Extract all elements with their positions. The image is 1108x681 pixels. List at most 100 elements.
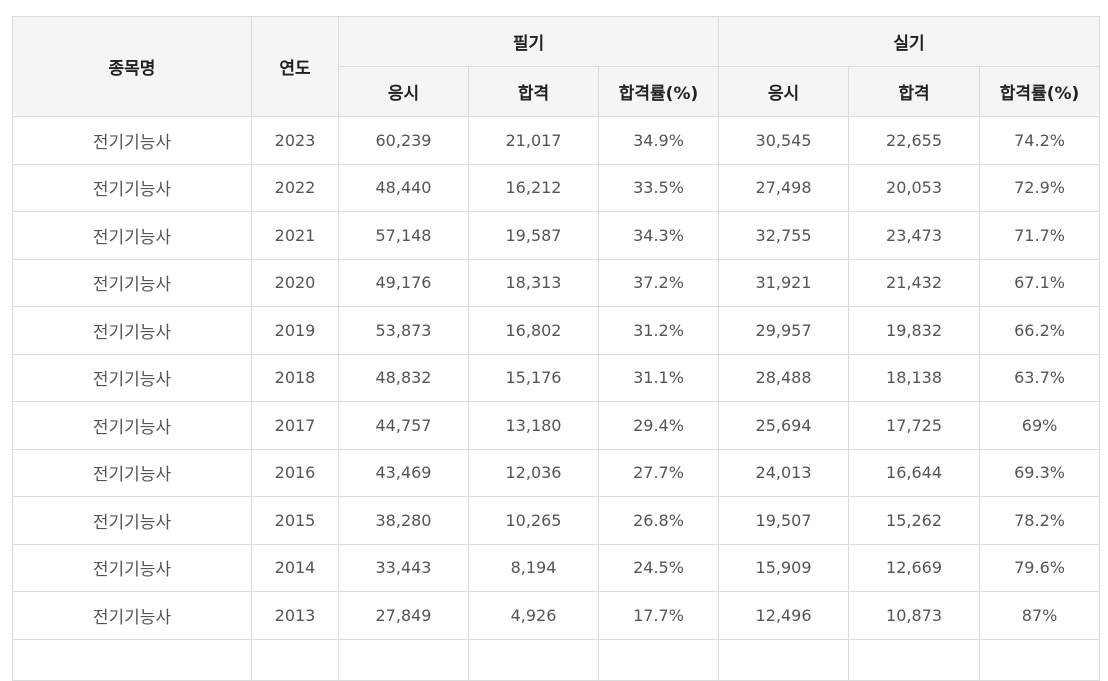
cell-empty [718, 638, 850, 681]
cell-practical-applicants: 29,957 [718, 306, 850, 355]
cell-practical-pass-rate: 63.7% [979, 353, 1101, 402]
cell-practical-passed: 20,053 [848, 163, 981, 212]
cell-name: 전기기능사 [12, 353, 252, 402]
cell-year: 2014 [251, 543, 339, 592]
cell-written-applicants: 43,469 [338, 448, 469, 497]
cell-practical-pass-rate: 67.1% [979, 258, 1101, 307]
header-practical-passed: 합격 [848, 66, 981, 117]
cell-practical-pass-rate: 72.9% [979, 163, 1101, 212]
cell-written-pass-rate: 24.5% [597, 543, 720, 592]
table-body: 전기기능사 2023 60,239 21,017 34.9% 30,545 22,655 74… [12, 116, 1101, 681]
cell-year: 2019 [251, 306, 339, 355]
cell-practical-pass-rate: 69.3% [979, 448, 1101, 497]
cell-written-pass-rate: 26.8% [597, 496, 720, 545]
cell-written-passed: 10,265 [468, 496, 599, 545]
cell-name: 전기기능사 [12, 496, 252, 545]
cell-written-passed: 16,802 [468, 306, 599, 355]
cell-written-applicants: 33,443 [338, 543, 469, 592]
cell-written-pass-rate: 37.2% [597, 258, 720, 307]
table-row: 전기기능사 2019 53,873 16,802 31.2% 29,957 19,832 66… [12, 306, 1101, 355]
cell-practical-applicants: 15,909 [718, 543, 850, 592]
cell-practical-passed: 23,473 [848, 211, 981, 260]
cell-practical-passed: 17,725 [848, 401, 981, 450]
cell-written-passed: 16,212 [468, 163, 599, 212]
cell-name: 전기기능사 [12, 306, 252, 355]
cell-name: 전기기능사 [12, 448, 252, 497]
cell-empty [12, 638, 252, 681]
cell-written-passed: 8,194 [468, 543, 599, 592]
cell-written-passed: 21,017 [468, 116, 599, 165]
cell-practical-applicants: 28,488 [718, 353, 850, 402]
cell-practical-applicants: 31,921 [718, 258, 850, 307]
cell-year: 2022 [251, 163, 339, 212]
cell-empty [251, 638, 339, 681]
cell-written-pass-rate: 31.1% [597, 353, 720, 402]
table-row: 전기기능사 2023 60,239 21,017 34.9% 30,545 22,655 74… [12, 116, 1101, 165]
cell-name: 전기기능사 [12, 116, 252, 165]
cell-written-applicants: 49,176 [338, 258, 469, 307]
table-row: 전기기능사 2014 33,443 8,194 24.5% 15,909 12,669 79.… [12, 543, 1101, 592]
cell-written-passed: 18,313 [468, 258, 599, 307]
cell-year: 2016 [251, 448, 339, 497]
cell-written-applicants: 27,849 [338, 591, 469, 640]
table-row-partial [12, 638, 1101, 681]
table-row: 전기기능사 2013 27,849 4,926 17.7% 12,496 10,873 87% [12, 591, 1101, 640]
cell-written-applicants: 57,148 [338, 211, 469, 260]
cell-empty [468, 638, 599, 681]
table-row: 전기기능사 2017 44,757 13,180 29.4% 25,694 17,725 69… [12, 401, 1101, 450]
table-row: 전기기능사 2021 57,148 19,587 34.3% 32,755 23,473 71… [12, 211, 1101, 260]
table-row: 전기기능사 2020 49,176 18,313 37.2% 31,921 21,432 67… [12, 258, 1101, 307]
cell-written-passed: 19,587 [468, 211, 599, 260]
cell-written-pass-rate: 27.7% [597, 448, 720, 497]
cell-practical-passed: 10,873 [848, 591, 981, 640]
cell-written-pass-rate: 34.3% [597, 211, 720, 260]
cell-practical-applicants: 24,013 [718, 448, 850, 497]
cell-practical-passed: 19,832 [848, 306, 981, 355]
cell-practical-applicants: 12,496 [718, 591, 850, 640]
table-header: 종목명 연도 필기 실기 응시 합격 합격률(%) 응시 합격 합격률(%) [12, 16, 1101, 117]
cell-practical-applicants: 32,755 [718, 211, 850, 260]
cell-year: 2017 [251, 401, 339, 450]
cell-practical-applicants: 30,545 [718, 116, 850, 165]
cell-practical-applicants: 19,507 [718, 496, 850, 545]
cell-practical-passed: 16,644 [848, 448, 981, 497]
cell-name: 전기기능사 [12, 591, 252, 640]
cell-name: 전기기능사 [12, 543, 252, 592]
cell-written-passed: 13,180 [468, 401, 599, 450]
cell-year: 2018 [251, 353, 339, 402]
cell-written-applicants: 60,239 [338, 116, 469, 165]
cell-written-pass-rate: 17.7% [597, 591, 720, 640]
header-practical: 실기 [718, 16, 1101, 67]
header-year: 연도 [251, 16, 339, 117]
header-practical-pass-rate: 합격률(%) [979, 66, 1101, 117]
cell-written-applicants: 44,757 [338, 401, 469, 450]
table-row: 전기기능사 2018 48,832 15,176 31.1% 28,488 18,138 63… [12, 353, 1101, 402]
cell-empty [848, 638, 981, 681]
cell-year: 2023 [251, 116, 339, 165]
cell-name: 전기기능사 [12, 401, 252, 450]
cell-practical-pass-rate: 66.2% [979, 306, 1101, 355]
cell-practical-passed: 18,138 [848, 353, 981, 402]
cell-practical-passed: 12,669 [848, 543, 981, 592]
cell-written-pass-rate: 34.9% [597, 116, 720, 165]
cell-year: 2013 [251, 591, 339, 640]
cell-written-passed: 12,036 [468, 448, 599, 497]
cell-written-applicants: 53,873 [338, 306, 469, 355]
header-written: 필기 [337, 16, 720, 67]
cell-year: 2021 [251, 211, 339, 260]
header-practical-applicants: 응시 [718, 66, 850, 117]
cell-empty [979, 638, 1101, 681]
header-row-sub: 응시 합격 합격률(%) 응시 합격 합격률(%) [13, 66, 1101, 117]
exam-stats-table: 종목명 연도 필기 실기 응시 합격 합격률(%) 응시 합격 합격률(%) 전… [12, 16, 1101, 681]
cell-practical-pass-rate: 74.2% [979, 116, 1101, 165]
cell-practical-pass-rate: 87% [979, 591, 1101, 640]
table-row: 전기기능사 2016 43,469 12,036 27.7% 24,013 16,644 69… [12, 448, 1101, 497]
cell-year: 2020 [251, 258, 339, 307]
cell-written-passed: 15,176 [468, 353, 599, 402]
cell-practical-passed: 15,262 [848, 496, 981, 545]
cell-practical-pass-rate: 79.6% [979, 543, 1101, 592]
table-row: 전기기능사 2015 38,280 10,265 26.8% 19,507 15,262 78… [12, 496, 1101, 545]
cell-practical-pass-rate: 78.2% [979, 496, 1101, 545]
header-written-pass-rate: 합격률(%) [597, 66, 720, 117]
header-name: 종목명 [12, 16, 252, 117]
